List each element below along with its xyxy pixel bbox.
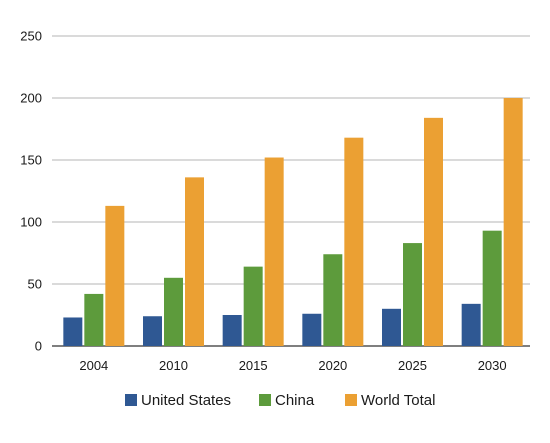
x-tick-label: 2010 [159, 358, 188, 373]
bar-united-states-2030 [461, 303, 481, 346]
bar-world-total-2030 [503, 98, 523, 346]
x-tick-label: 2004 [79, 358, 108, 373]
bar-united-states-2025 [382, 308, 401, 346]
bar-united-states-2004 [63, 317, 83, 346]
bar-world-total-2010 [185, 177, 204, 346]
y-tick-label: 200 [20, 91, 42, 106]
y-tick-label: 50 [28, 277, 42, 292]
legend-swatch [345, 394, 357, 406]
legend-label: World Total [361, 392, 435, 409]
legend: United States China World Total [125, 392, 435, 409]
legend-label: China [275, 392, 315, 409]
grid [52, 35, 530, 347]
x-tick-label: 2015 [239, 358, 268, 373]
legend-item-china: China [259, 392, 315, 409]
legend-item-united-states: United States [125, 392, 231, 409]
bar-china-2025 [403, 243, 422, 346]
legend-label: United States [141, 392, 231, 409]
bars [63, 98, 523, 346]
bar-china-2015 [243, 266, 263, 346]
bar-united-states-2015 [222, 315, 242, 346]
legend-swatch [125, 394, 137, 406]
bar-world-total-2025 [424, 117, 443, 346]
bar-china-2020 [323, 254, 343, 346]
x-axis-ticks: 2004 2010 2015 2020 2025 2030 [79, 358, 506, 373]
bar-united-states-2020 [302, 313, 322, 346]
y-tick-label: 100 [20, 215, 42, 230]
bar-china-2004 [84, 293, 104, 346]
x-tick-label: 2020 [318, 358, 347, 373]
legend-item-world-total: World Total [345, 392, 435, 409]
y-tick-label: 150 [20, 153, 42, 168]
x-tick-label: 2025 [398, 358, 427, 373]
bar-united-states-2010 [143, 316, 162, 346]
bar-world-total-2015 [264, 157, 284, 346]
legend-swatch [259, 394, 271, 406]
bar-world-total-2004 [105, 205, 125, 346]
y-axis-ticks: 0 50 100 150 200 250 [20, 29, 42, 354]
x-tick-label: 2030 [478, 358, 507, 373]
bar-china-2010 [164, 277, 183, 346]
y-tick-label: 0 [35, 339, 42, 354]
y-tick-label: 250 [20, 29, 42, 44]
bar-china-2030 [482, 230, 502, 346]
bar-world-total-2020 [344, 137, 364, 346]
